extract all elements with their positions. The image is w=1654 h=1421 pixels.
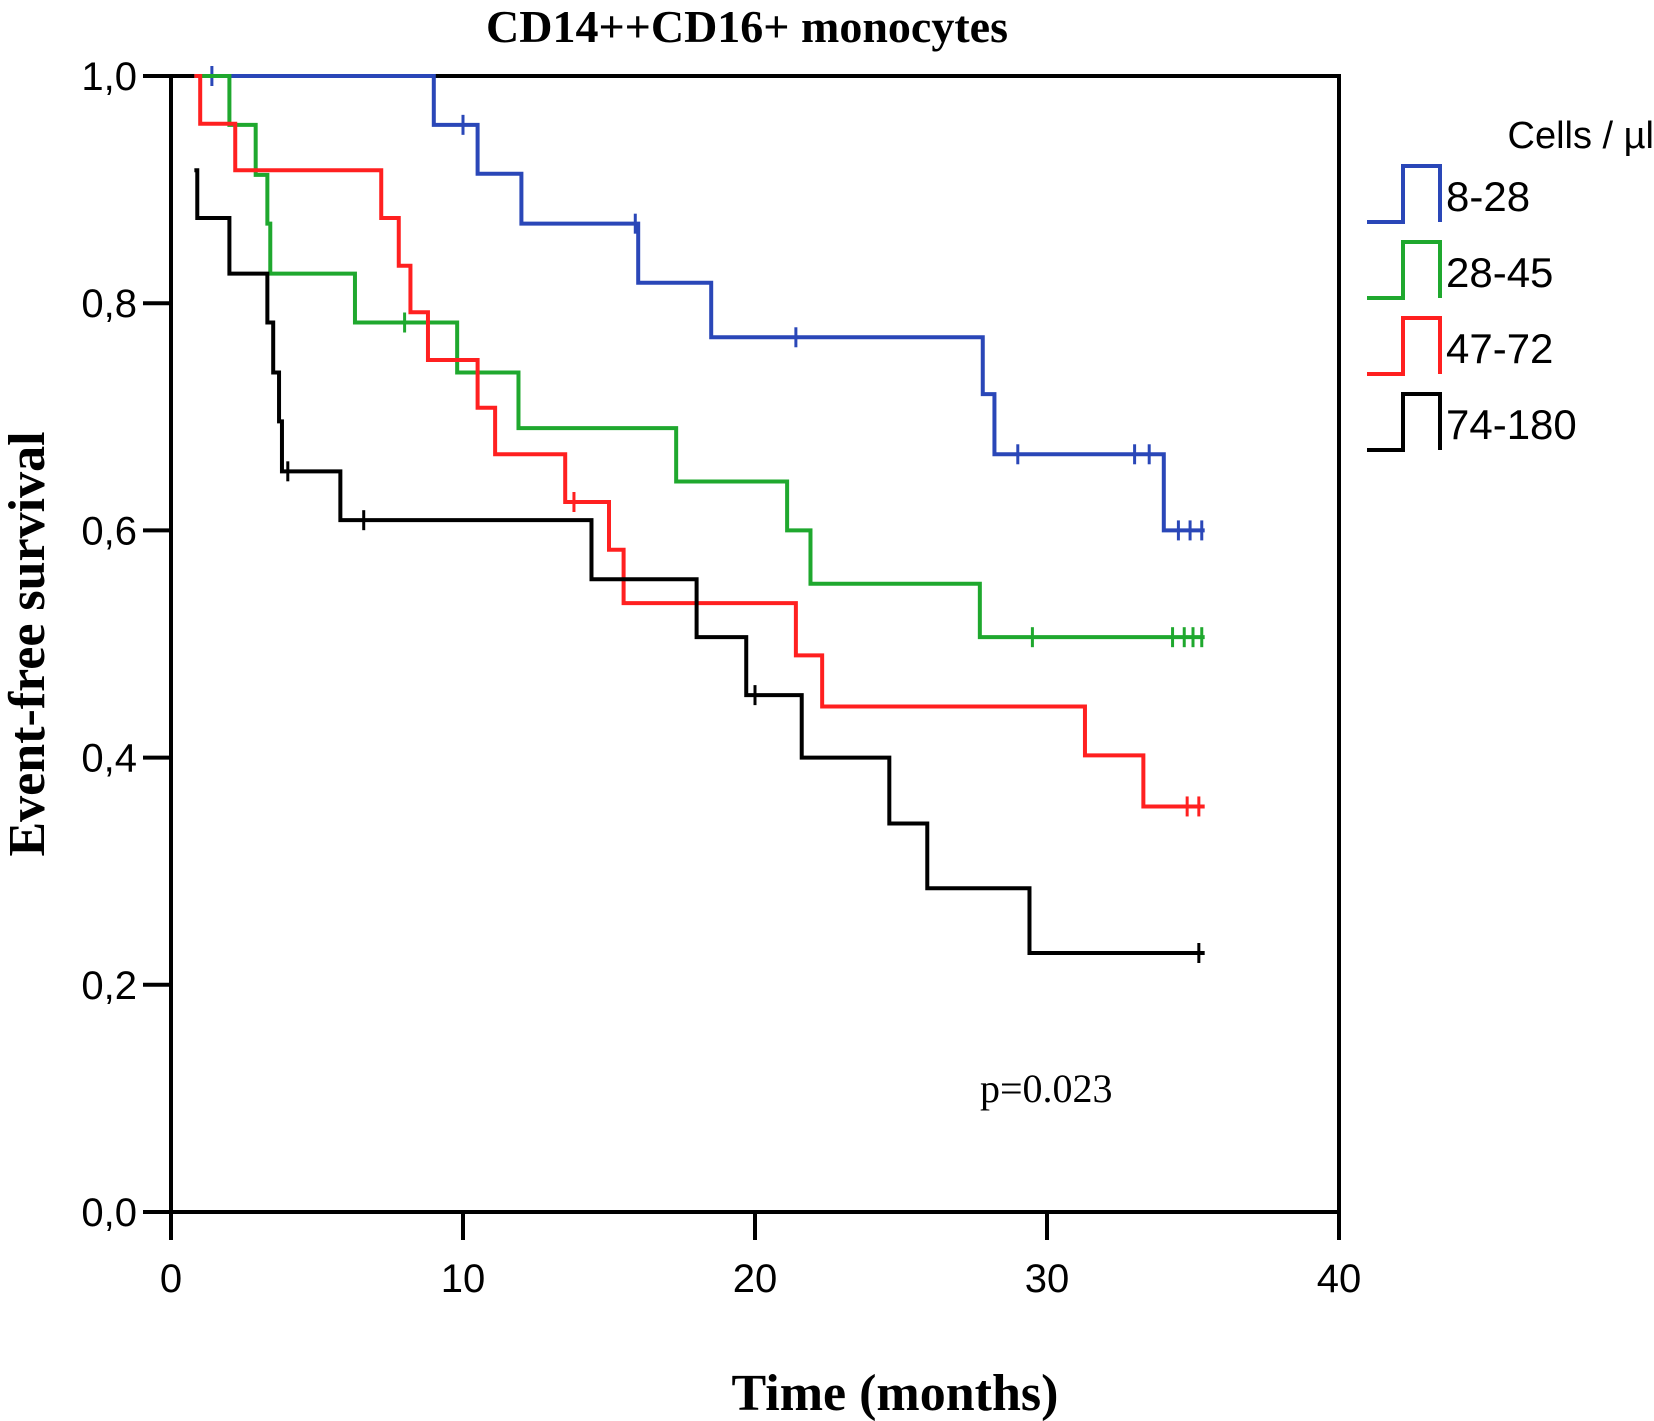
x-tick-label: 30: [1025, 1257, 1070, 1301]
plot-frame: [169, 74, 1341, 1214]
p-value-annotation: p=0.023: [980, 1066, 1113, 1111]
y-axis-label: Event-free survival: [0, 431, 56, 856]
legend-item: 8-28: [1367, 164, 1530, 224]
plot-area: [194, 66, 1205, 963]
series-8-28: [194, 66, 1205, 541]
x-tick-label: 10: [441, 1257, 486, 1301]
x-axis: 0 10 20 30 40: [160, 1212, 1361, 1301]
y-tick-label: 0,4: [81, 737, 137, 781]
survival-curve: [194, 74, 1205, 809]
y-tick-label: 1,0: [81, 55, 137, 99]
legend-label: 28-45: [1446, 249, 1553, 296]
series-74-180: [194, 168, 1205, 963]
legend: Cells / µl 8-28 28-45 47-72 74-180: [1367, 115, 1654, 452]
legend-swatch: [1367, 392, 1442, 452]
legend-swatch: [1367, 164, 1442, 224]
legend-swatch: [1367, 240, 1442, 300]
series-28-45: [194, 74, 1205, 648]
legend-title: Cells / µl: [1508, 115, 1654, 157]
x-tick-label: 40: [1317, 1257, 1362, 1301]
x-tick-label: 0: [160, 1257, 182, 1301]
y-tick-label: 0,8: [81, 282, 137, 326]
survival-curve: [194, 74, 1205, 640]
y-tick-label: 0,2: [81, 964, 137, 1008]
y-tick-label: 0,0: [81, 1191, 137, 1235]
chart-title: CD14++CD16+ monocytes: [486, 1, 1008, 52]
legend-swatch: [1367, 316, 1442, 376]
y-tick-label: 0,6: [81, 509, 137, 553]
legend-label: 74-180: [1446, 401, 1577, 448]
x-tick-label: 20: [733, 1257, 778, 1301]
x-axis-label: Time (months): [732, 1365, 1059, 1421]
legend-label: 47-72: [1446, 325, 1553, 372]
legend-label: 8-28: [1446, 173, 1530, 220]
legend-item: 28-45: [1367, 240, 1553, 300]
survival-curve: [194, 168, 1205, 955]
survival-curve: [194, 74, 1205, 533]
legend-item: 47-72: [1367, 316, 1553, 376]
series-47-72: [194, 74, 1205, 817]
legend-item: 74-180: [1367, 392, 1577, 452]
y-axis: 0,0 0,2 0,4 0,6 0,8 1,0: [81, 55, 171, 1235]
